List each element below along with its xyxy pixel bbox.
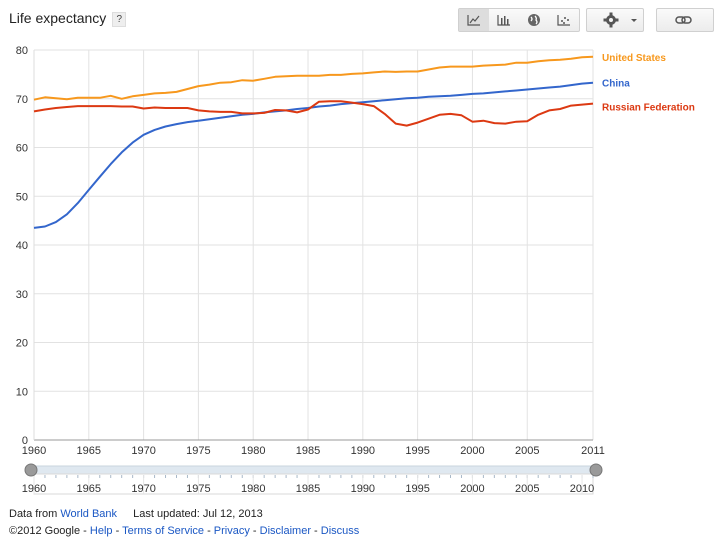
privacy-link[interactable]: Privacy [213,525,250,537]
range-track [33,465,594,475]
gear-icon [603,12,637,28]
scatter-icon [557,15,570,26]
range-tick-label: 1975 [186,483,210,495]
y-tick-label: 50 [16,191,28,203]
separator: - [310,525,321,537]
separator: - [249,525,260,537]
x-tick-label: 2000 [460,445,484,457]
line-chart-button[interactable] [459,9,489,31]
scatter-button[interactable] [549,9,579,31]
legend-label: China [602,79,630,90]
x-tick-label: 2005 [515,445,539,457]
y-tick-label: 40 [16,240,28,252]
link-icon [675,16,692,24]
series-line-china [33,81,594,229]
y-tick-label: 30 [16,289,28,301]
disclaimer-link[interactable]: Disclaimer [259,525,311,537]
range-tick-label: 1995 [405,483,429,495]
y-tick-label: 20 [16,338,28,350]
link-button[interactable] [656,8,714,32]
y-tick-label: 10 [16,386,28,398]
x-tick-label: 1965 [77,445,101,457]
range-tick-label: 1990 [351,483,375,495]
x-tick-label: 1995 [405,445,429,457]
x-tick-label: 1975 [186,445,210,457]
range-handle-left[interactable] [24,463,38,477]
range-tick-label: 1960 [22,483,46,495]
range-handle-right[interactable] [589,463,603,477]
chart-title-text: Life expectancy [9,10,107,26]
terms-link[interactable]: Terms of Service [122,525,205,537]
line-chart: 0 10 20 30 40 50 60 70 80 1960 1965 1970 1975 1980 198… [16,45,695,457]
copyright: ©2012 Google - [9,525,90,537]
x-tick-label: 1990 [351,445,375,457]
chart-title: Life expectancy? [9,10,127,27]
chevron-down-icon [631,19,637,22]
x-tick-label: 1985 [296,445,320,457]
bar-chart-icon [497,15,510,26]
time-range-slider[interactable]: 1960 1965 1970 1975 1980 1985 1990 1995 2000 2005… [0,458,720,498]
range-tick-label: 2005 [515,483,539,495]
last-updated: Last updated: Jul 12, 2013 [133,508,263,520]
x-tick-label: 2011 [581,445,605,457]
globe-icon [528,14,540,26]
range-tick-label: 1980 [241,483,265,495]
x-tick-label: 1960 [22,445,46,457]
map-button[interactable] [519,9,549,31]
bar-chart-button[interactable] [489,9,519,31]
range-tick-label: 1965 [77,483,101,495]
legend-label: United States [602,53,666,64]
help-button[interactable]: ? [112,12,127,27]
help-link[interactable]: Help [89,525,113,537]
x-tick-label: 1980 [241,445,265,457]
source-line: Data from World Bank Last updated: Jul 1… [9,508,263,520]
source-prefix: Data from [9,508,58,520]
range-tick-label: 1985 [296,483,320,495]
series-line-united-states [33,55,594,101]
line-chart-icon [467,15,480,26]
range-tick-label: 2010 [570,483,594,495]
discuss-link[interactable]: Discuss [320,525,360,537]
legend-label: Russian Federation [602,103,695,114]
separator: - [204,525,214,537]
world-bank-link[interactable]: World Bank [60,508,118,520]
range-tick-label: 1970 [131,483,155,495]
y-tick-label: 0 [22,435,28,447]
y-tick-label: 80 [16,45,28,57]
y-tick-label: 60 [16,143,28,155]
separator: - [112,525,123,537]
y-tick-label: 70 [16,94,28,106]
footer-links: ©2012 Google - Help - Terms of Service -… [9,525,359,537]
chart-type-selector [458,8,580,32]
x-tick-label: 1970 [131,445,155,457]
settings-button[interactable] [586,8,644,32]
range-tick-label: 2000 [460,483,484,495]
series-line-russian-federation [33,100,594,127]
